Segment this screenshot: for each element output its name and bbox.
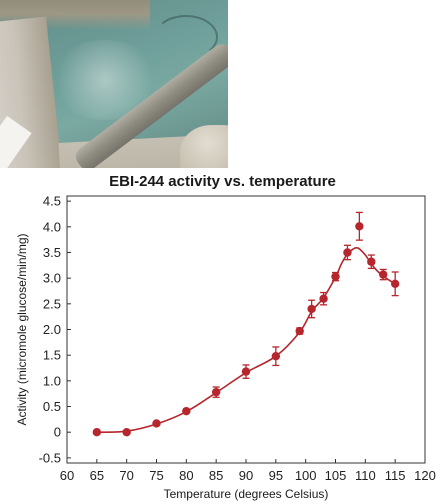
x-tick-label: 80 [179, 468, 193, 483]
x-tick-label: 95 [269, 468, 283, 483]
data-points [92, 222, 400, 437]
data-point [319, 294, 328, 303]
y-tick-label: 3.0 [43, 271, 61, 286]
hot-spring-photo [0, 0, 228, 168]
chart-axes [66, 195, 426, 464]
x-tick-label: 120 [414, 468, 436, 483]
x-tick-label: 105 [325, 468, 347, 483]
data-point [331, 272, 340, 281]
data-point [211, 387, 221, 397]
x-tick-label: 60 [60, 468, 74, 483]
data-point [182, 406, 191, 416]
x-tick-label: 115 [385, 468, 406, 483]
y-tick-label: 4.0 [43, 219, 61, 234]
y-tick-label: 0 [54, 425, 61, 440]
y-tick-label: 0.5 [43, 399, 61, 414]
data-point [295, 326, 304, 336]
data-point [152, 419, 161, 428]
x-tick-label: 90 [239, 468, 253, 483]
y-axis-label: Activity (micromole glucose/min/mg) [15, 233, 29, 425]
chart-title: EBI-244 activity vs. temperature [109, 173, 336, 190]
data-point [379, 270, 388, 279]
water-ripple [154, 15, 218, 59]
error-bars [212, 211, 399, 398]
y-tick-label: 1.5 [43, 348, 61, 363]
boulder [180, 125, 228, 168]
y-tick-labels: -0.5 0 0.5 1.0 1.5 2.0 2.5 3.0 3.5 4.0 4.5 [39, 194, 61, 466]
data-point [390, 279, 400, 289]
fit-curve [96, 247, 396, 433]
y-tick-label: 2.0 [43, 322, 61, 337]
y-tick-label: 2.5 [43, 296, 61, 311]
x-tick-label: 110 [355, 468, 376, 483]
x-tick-labels: 60 65 70 75 80 85 90 95 100 105 110 115 120 [60, 468, 436, 483]
data-point [122, 427, 131, 437]
plot-frame [66, 195, 426, 464]
data-point [355, 222, 364, 231]
data-point [367, 257, 376, 266]
y-tick-label: 3.5 [43, 245, 61, 260]
data-point [271, 352, 281, 361]
x-tick-label: 70 [119, 468, 133, 483]
y-tick-label: -0.5 [39, 450, 61, 465]
x-tick-label: 75 [149, 468, 163, 483]
data-point [307, 304, 316, 314]
data-point [241, 367, 251, 376]
data-point [343, 248, 352, 257]
y-tick-label: 4.5 [43, 194, 61, 209]
data-point [92, 427, 102, 437]
x-axis-label: Temperature (degrees Celsius) [164, 487, 329, 501]
y-tick-label: 1.0 [43, 373, 61, 388]
x-tick-label: 85 [209, 468, 223, 483]
x-tick-label: 65 [90, 468, 104, 483]
x-tick-label: 100 [295, 468, 317, 483]
